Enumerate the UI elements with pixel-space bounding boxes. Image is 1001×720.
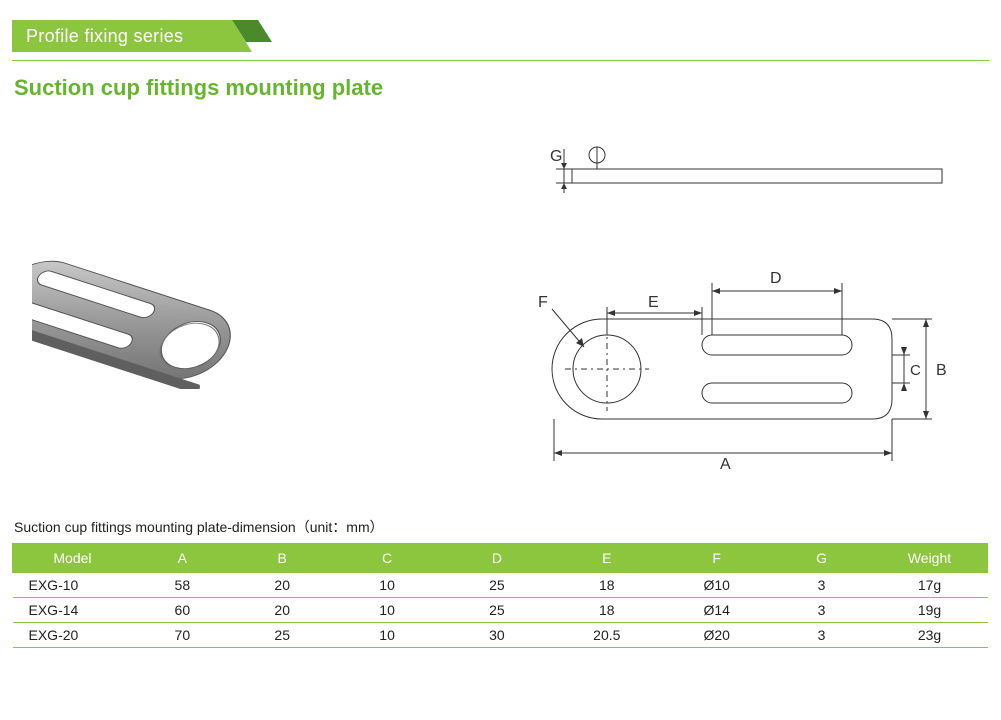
cell: Ø10 [662, 573, 772, 598]
figure-area: G [12, 119, 988, 499]
cell: 60 [132, 598, 232, 623]
cell: 25 [442, 598, 552, 623]
cell: 18 [552, 598, 662, 623]
cell: Ø20 [662, 623, 772, 648]
cell: EXG-20 [13, 623, 133, 648]
cell: 25 [232, 623, 332, 648]
col-weight: Weight [872, 544, 988, 573]
table-caption: Suction cup fittings mounting plate-dime… [14, 517, 989, 537]
col-b: B [232, 544, 332, 573]
cell: 20 [232, 598, 332, 623]
cell: 3 [772, 598, 872, 623]
col-c: C [332, 544, 442, 573]
dim-label-f: F [538, 294, 548, 311]
cell: 3 [772, 623, 872, 648]
table-row: EXG-14 60 20 10 25 18 Ø14 3 19g [13, 598, 988, 623]
cell: 20.5 [552, 623, 662, 648]
col-model: Model [13, 544, 133, 573]
series-label: Profile fixing series [26, 20, 183, 52]
cell: 25 [442, 573, 552, 598]
series-banner: Profile fixing series [12, 20, 989, 52]
cell: Ø14 [662, 598, 772, 623]
cell: 10 [332, 623, 442, 648]
page-title: Suction cup fittings mounting plate [14, 75, 987, 101]
dim-label-a: A [720, 456, 731, 473]
cell: 58 [132, 573, 232, 598]
col-g: G [772, 544, 872, 573]
col-a: A [132, 544, 232, 573]
dim-label-g: G [550, 148, 562, 165]
dim-label-e: E [648, 294, 659, 311]
table-row: EXG-20 70 25 10 30 20.5 Ø20 3 23g [13, 623, 988, 648]
cell: EXG-14 [13, 598, 133, 623]
cell: 30 [442, 623, 552, 648]
dim-label-d: D [770, 270, 782, 287]
cell: 20 [232, 573, 332, 598]
cell: EXG-10 [13, 573, 133, 598]
cell: 18 [552, 573, 662, 598]
cell: 23g [872, 623, 988, 648]
divider [12, 60, 989, 61]
tech-plan-view: A B C D E F [512, 229, 952, 489]
cell: 10 [332, 598, 442, 623]
part-3d-render [32, 189, 372, 389]
cell: 17g [872, 573, 988, 598]
col-f: F [662, 544, 772, 573]
tech-side-view: G [512, 119, 952, 209]
cell: 10 [332, 573, 442, 598]
table-row: EXG-10 58 20 10 25 18 Ø10 3 17g [13, 573, 988, 598]
cell: 19g [872, 598, 988, 623]
cell: 70 [132, 623, 232, 648]
dim-label-b: B [936, 362, 947, 379]
col-e: E [552, 544, 662, 573]
table-header-row: Model A B C D E F G Weight [13, 544, 988, 573]
col-d: D [442, 544, 552, 573]
spec-table: Model A B C D E F G Weight EXG-10 58 20 … [12, 543, 988, 648]
dim-label-c: C [910, 362, 921, 379]
cell: 3 [772, 573, 872, 598]
